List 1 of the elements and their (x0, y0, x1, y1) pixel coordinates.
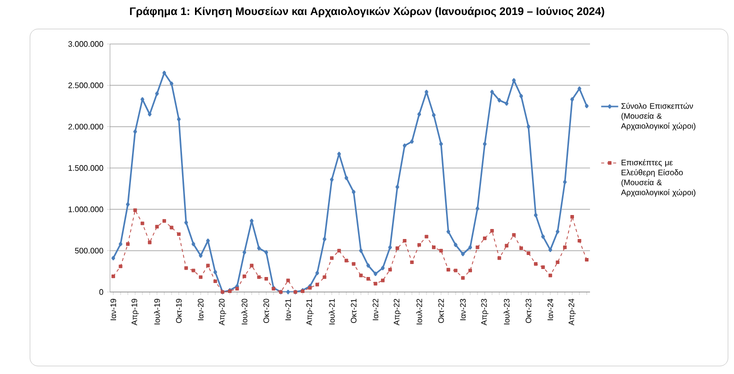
chart-title: Γράφημα 1: Κίνηση Μουσείων και Αρχαιολογικών Χώρων (Ιανουάριος 2019 – Ιούνιος 2024) (130, 6, 604, 18)
